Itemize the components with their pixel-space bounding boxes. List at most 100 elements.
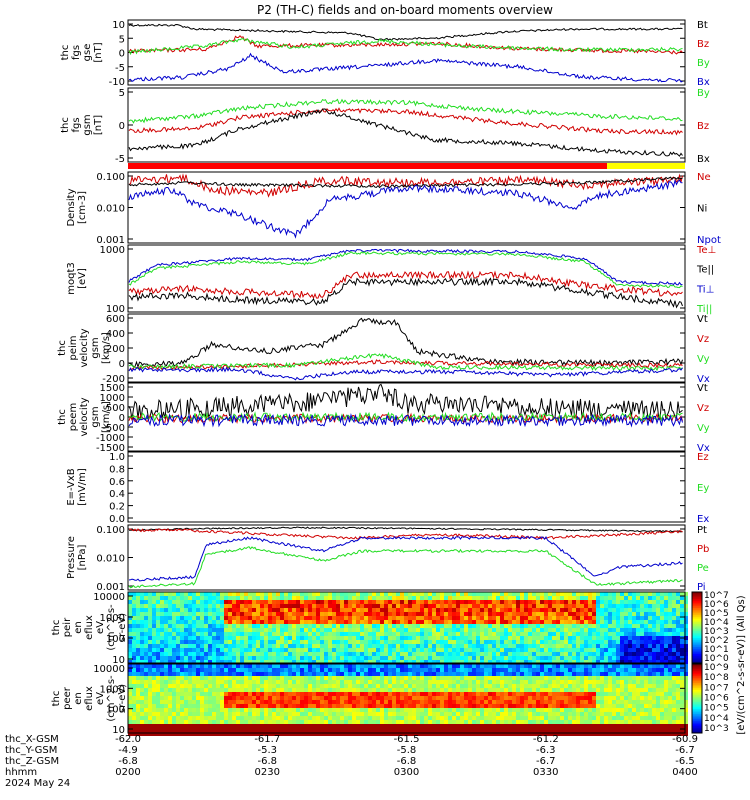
ylabel-line: [km/s]: [101, 332, 112, 364]
series-pressure-0: [128, 526, 683, 533]
series-temperature-3: [128, 276, 683, 309]
panel-density: 0.100 0.010 0.001 Density [cm-3] Ne Ni Npot: [66, 171, 721, 246]
colorbar-label: 10^4: [704, 714, 729, 724]
series-temperature-2: [128, 270, 683, 300]
legend-peim-velocity-0: Vt: [697, 314, 708, 325]
y-tick-label: 10000: [93, 664, 125, 675]
legend-fgs-gse-0: Bt: [697, 20, 708, 31]
panel-frame: [127, 451, 686, 523]
y-tick-label: 10: [112, 725, 125, 736]
ylabel-line: eV: [95, 692, 106, 705]
panel-frame: [127, 591, 686, 664]
ylabel-line: moqt3: [66, 262, 77, 295]
series-fgs-gse-3: [128, 52, 683, 83]
legend-fgs-gsm-1: Bz: [697, 121, 709, 132]
y-tick-label: -1000: [96, 433, 125, 444]
ylabel-line: Density: [66, 188, 77, 226]
legend-efield-2: Ex: [697, 514, 709, 525]
legend-peem-velocity-0: Vt: [697, 383, 708, 394]
y-tick-label: 600: [106, 314, 125, 325]
panel-fgs-gsm: 5 0 -5 thc fgs gsm [nT] By Bz Bx: [60, 87, 710, 165]
panel-peim-velocity: 600 400 200 0 -200 thc peim velocity gsm [km/s] Vt…: [57, 313, 710, 385]
legend-temperature-0: Te⊥: [696, 245, 716, 256]
panel-temperature: 1000 100 moqt3 [eV] Te⊥ Te|| Ti⊥ Ti||: [66, 244, 716, 315]
legend-pressure-2: Pe: [697, 563, 709, 574]
xaxis-row-label: thc_Z-GSM: [5, 756, 59, 767]
legend-temperature-1: Te||: [696, 265, 714, 276]
y-tick-label: -5: [115, 63, 125, 74]
ylabel-line: [nPa]: [77, 544, 88, 570]
ylabel-line: thc: [60, 45, 71, 61]
panel-ylabel: thc fgs gsm [nT]: [60, 114, 104, 135]
panel-ylabel: thc peim velocity gsm [km/s]: [57, 328, 112, 367]
legend-density-2: Npot: [697, 235, 721, 246]
legend-peim-velocity-3: Vx: [697, 374, 710, 385]
colorbar-label: 10^5: [704, 704, 729, 714]
xaxis-tick-y: -5.3: [257, 745, 277, 756]
xaxis-tick-t: 0300: [394, 767, 419, 778]
y-tick-label: 0.100: [96, 525, 125, 536]
ylabel-line: velocity: [79, 328, 90, 367]
series-fgs-gsm-1: [128, 107, 683, 136]
y-tick-label: 0.8: [109, 464, 125, 475]
legend-density-1: Ni: [697, 204, 707, 215]
y-tick-label: 10: [112, 20, 125, 31]
y-tick-label: 0: [119, 413, 125, 424]
series-peem-velocity-0: [128, 383, 683, 422]
panel-ylabel: Density [cm-3]: [66, 188, 88, 226]
series-fgs-gse-0: [128, 23, 683, 41]
y-tick-label: 1000: [100, 613, 125, 624]
xaxis-tick-x: -61.2: [533, 734, 559, 745]
legend-peem-velocity-3: Vx: [697, 443, 710, 454]
panel-frame: [127, 313, 686, 383]
y-tick-label: 0.0: [109, 514, 125, 525]
xaxis-tick-z: -6.8: [257, 756, 277, 767]
ylabel-line: peir: [62, 617, 73, 637]
xaxis-tick-y: -6.3: [536, 745, 556, 756]
legend-pressure-1: Pb: [697, 544, 709, 555]
ylabel-line: eV: [95, 621, 106, 634]
legend-peem-velocity-2: Vy: [697, 423, 710, 434]
ylabel-line: peim: [68, 335, 79, 360]
xaxis-tick-x: -61.5: [394, 734, 420, 745]
ylabel-line: sr-eV): [117, 684, 128, 713]
series-pressure-1: [128, 528, 683, 540]
y-tick-label: 0.001: [96, 582, 125, 593]
y-tick-label: 10: [112, 655, 125, 666]
y-tick-label: 100: [106, 634, 125, 645]
legend-density-0: Ne: [697, 172, 711, 183]
plot-title: P2 (TH-C) fields and on-board moments ov…: [257, 3, 553, 17]
ylabel-line: gsm: [90, 406, 101, 427]
colorbar-label: 10^0: [704, 654, 729, 664]
legend-pressure-0: Pt: [697, 525, 707, 536]
xaxis-row-label: thc_X-GSM: [5, 734, 59, 745]
panel-fgs-gse: 10 5 0 -5 -10 thc fgs gse [nT] Bt Bz By Bx: [60, 19, 710, 88]
colorbar-label: 10^4: [704, 618, 729, 628]
y-tick-label: 10000: [93, 592, 125, 603]
panel-ylabel: E=-VxB [mV/m]: [66, 468, 88, 506]
y-tick-label: -1500: [96, 443, 125, 454]
panel-ylabel: Pressure [nPa]: [66, 536, 88, 579]
legend-fgs-gsm-0: By: [697, 88, 710, 99]
legend-peim-velocity-1: Vz: [697, 334, 709, 345]
y-tick-label: 5: [119, 34, 125, 45]
series-density-1: [128, 176, 683, 189]
legend-fgs-gse-1: Bz: [697, 39, 709, 50]
y-tick-label: 0.010: [96, 554, 125, 565]
xaxis-tick-t: 0200: [115, 767, 140, 778]
panel-efield: 1.00.8 0.60.4 0.20.0 E=-VxB [mV/m] Ez Ey Ex: [66, 451, 709, 525]
ylabel-line: thc: [60, 117, 71, 133]
ylabel-line: Pressure: [66, 536, 77, 579]
ylabel-line: peer: [62, 686, 73, 710]
y-tick-label: 5: [119, 88, 125, 99]
ylabel-line: [nT]: [93, 115, 104, 135]
legend-peem-velocity-1: Vz: [697, 403, 709, 414]
xaxis-tick-z: -6.8: [397, 756, 417, 767]
ylabel-line: [eV]: [77, 268, 88, 289]
y-tick-label: 0: [119, 49, 125, 60]
ylabel-line: (cm^2-s-: [106, 604, 117, 651]
y-tick-label: 0: [119, 359, 125, 370]
